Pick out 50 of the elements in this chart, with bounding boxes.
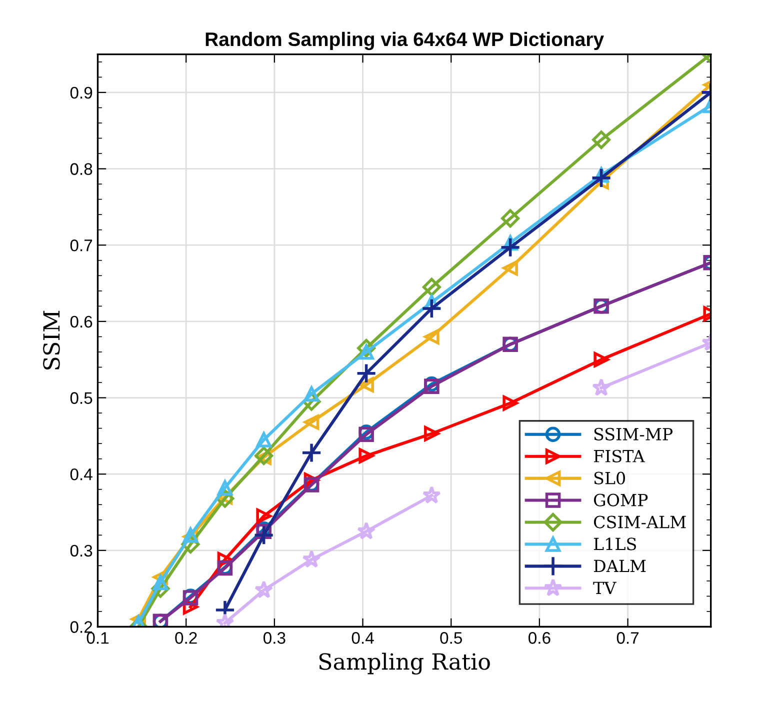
legend-label: CSIM-ALM xyxy=(594,516,686,528)
point xyxy=(253,524,274,546)
y-tick-label: 0.7 xyxy=(70,240,92,252)
point xyxy=(501,209,520,228)
x-tick-label: 0.5 xyxy=(440,632,462,644)
point xyxy=(217,480,233,496)
point xyxy=(421,298,442,319)
x-tick-label: 0.3 xyxy=(264,632,286,644)
point xyxy=(356,522,376,540)
y-tick-label: 0.3 xyxy=(70,544,92,557)
point xyxy=(424,329,440,344)
x-tick-label: 0.2 xyxy=(175,632,197,644)
legend-label: L1LS xyxy=(594,538,636,550)
point xyxy=(301,442,322,464)
x-axis-title: Sampling Ratio xyxy=(319,652,490,675)
point xyxy=(422,486,441,504)
point xyxy=(356,362,377,384)
point xyxy=(502,260,518,276)
y-tick-label: 0.9 xyxy=(70,86,92,99)
point xyxy=(594,352,609,368)
point xyxy=(302,550,321,568)
legend-label: SL0 xyxy=(594,472,626,484)
point xyxy=(254,580,274,598)
point xyxy=(590,168,612,188)
point xyxy=(358,448,374,464)
point xyxy=(256,508,272,524)
y-tick-label: 0.4 xyxy=(70,468,92,480)
point xyxy=(592,378,611,396)
legend-label: FISTA xyxy=(594,450,645,462)
legend-label: GOMP xyxy=(594,494,648,506)
x-tick-label: 0.6 xyxy=(528,632,550,644)
y-tick-label: 0.5 xyxy=(70,392,92,404)
legend-label: TV xyxy=(593,582,616,594)
y-tick-label: 0.6 xyxy=(70,316,92,328)
y-axis-title: SSIM xyxy=(43,310,60,370)
legend-label: DALM xyxy=(594,560,646,572)
point xyxy=(500,236,521,258)
chart-title: Random Sampling via 64x64 WP Dictionary xyxy=(206,32,604,50)
point xyxy=(256,432,272,448)
point xyxy=(304,414,320,430)
legend-label: SSIM-MP xyxy=(594,428,673,440)
x-tick-label: 0.4 xyxy=(352,632,374,644)
x-tick-label: 0.7 xyxy=(616,632,639,644)
y-tick-label: 0.2 xyxy=(70,621,92,633)
point xyxy=(502,395,518,411)
point xyxy=(424,426,440,442)
x-tick-label: 0.1 xyxy=(86,632,109,644)
point xyxy=(592,130,611,150)
y-tick-label: 0.8 xyxy=(70,163,92,175)
point xyxy=(422,278,441,296)
